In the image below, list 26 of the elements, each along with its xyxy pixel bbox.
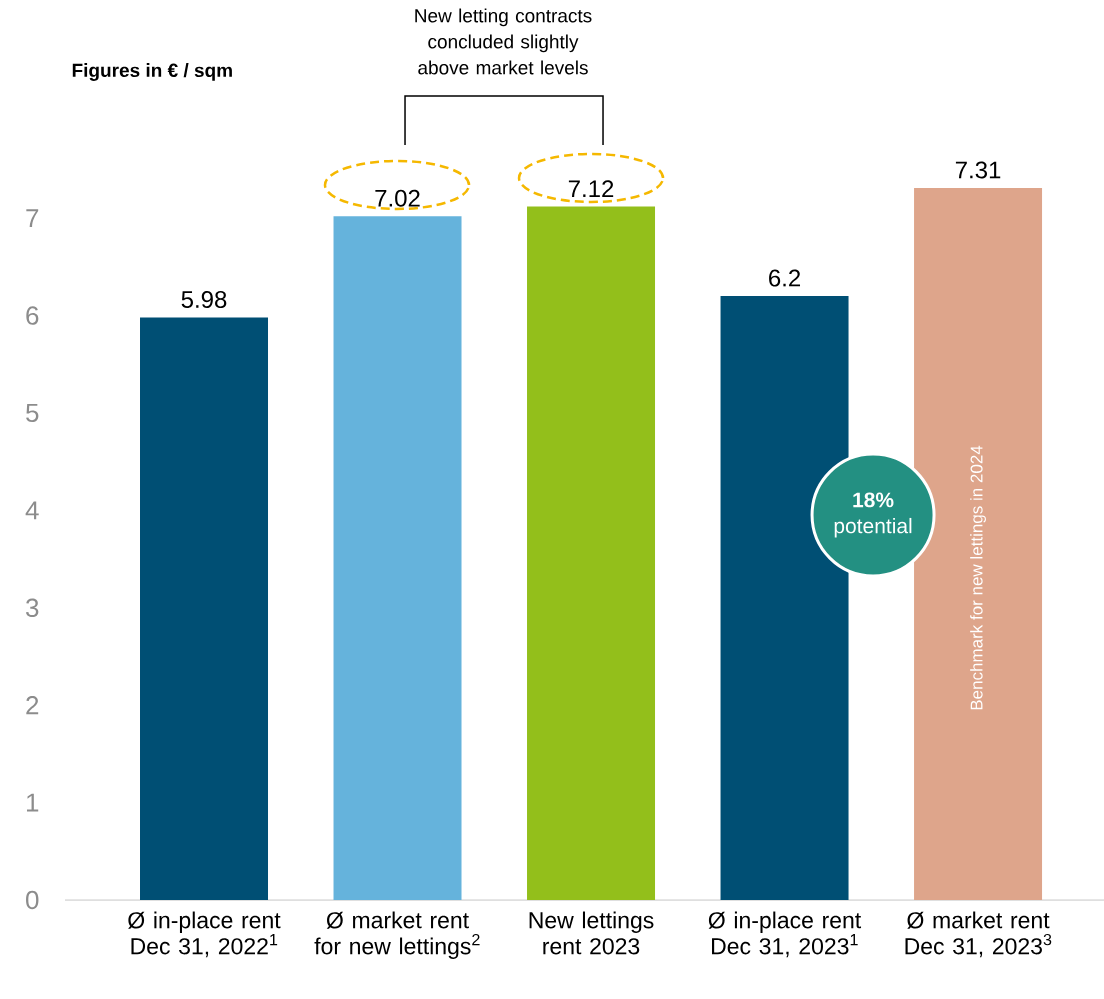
bar: [914, 187, 1043, 900]
y-tick-label: 1: [26, 793, 39, 812]
y-tick-label: 3: [26, 598, 39, 617]
bar: [333, 216, 462, 900]
y-tick-label: 0: [26, 890, 39, 910]
annotation: 18% potential: [834, 492, 912, 538]
x-tick-label: New lettings rent 2023: [529, 911, 654, 955]
text: New letting contracts concluded slightly above market levels: [415, 8, 592, 75]
annotation: Benchmark for new lettings in 2024: [970, 445, 986, 710]
data-label: 7.12: [568, 180, 614, 197]
y-tick-label: 7: [26, 209, 39, 228]
x-tick-label: Ø market rent for new lettings$^{2}$: [314, 911, 480, 959]
data-label: 7.02: [375, 189, 420, 207]
x-tick-label: Ø market rent Dec 31, 2023$^{3}$: [905, 911, 1052, 958]
y-tick-label: 4: [25, 501, 39, 520]
y-tick-label: 6: [26, 306, 39, 325]
x-tick-label: Ø in-place rent Dec 31, 2023$^{1}$: [708, 911, 862, 958]
bar: [140, 317, 268, 900]
data-label: 5.98: [181, 291, 227, 308]
data-label: 6.2: [769, 269, 801, 287]
x-tick-label: Ø in-place rent Dec 31, 2022$^{1}$: [128, 911, 281, 958]
bar: [527, 206, 656, 900]
data-label: 7.31: [955, 161, 1001, 179]
y-tick-label: 2: [26, 696, 39, 715]
text: Figures in € / sqm: [72, 63, 232, 81]
y-tick-label: 5: [26, 403, 39, 423]
